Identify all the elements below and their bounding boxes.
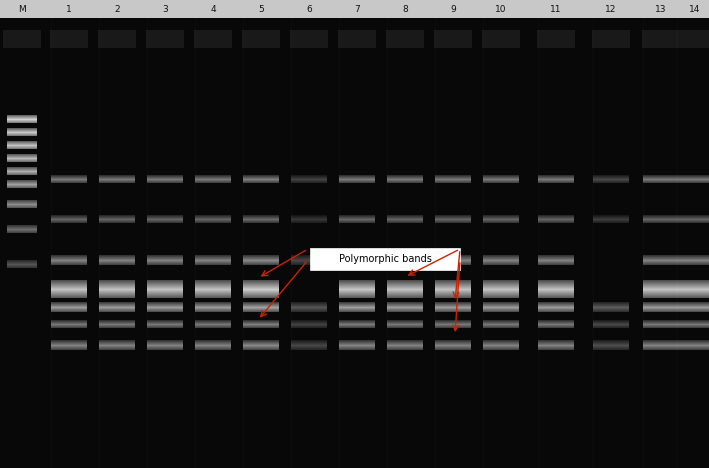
Text: 11: 11 bbox=[550, 5, 562, 14]
Text: Polymorphic bands: Polymorphic bands bbox=[339, 254, 432, 264]
Text: 8: 8 bbox=[402, 5, 408, 14]
Text: 6: 6 bbox=[306, 5, 312, 14]
Text: 9: 9 bbox=[450, 5, 456, 14]
Text: 1: 1 bbox=[66, 5, 72, 14]
Text: 5: 5 bbox=[258, 5, 264, 14]
Text: 4: 4 bbox=[210, 5, 216, 14]
Text: 10: 10 bbox=[496, 5, 507, 14]
Text: 7: 7 bbox=[354, 5, 360, 14]
Text: 14: 14 bbox=[689, 5, 700, 14]
Text: 2: 2 bbox=[114, 5, 120, 14]
Text: 3: 3 bbox=[162, 5, 168, 14]
Text: 12: 12 bbox=[605, 5, 617, 14]
Text: 13: 13 bbox=[655, 5, 666, 14]
Text: M: M bbox=[18, 5, 26, 14]
Bar bbox=[310, 248, 460, 270]
